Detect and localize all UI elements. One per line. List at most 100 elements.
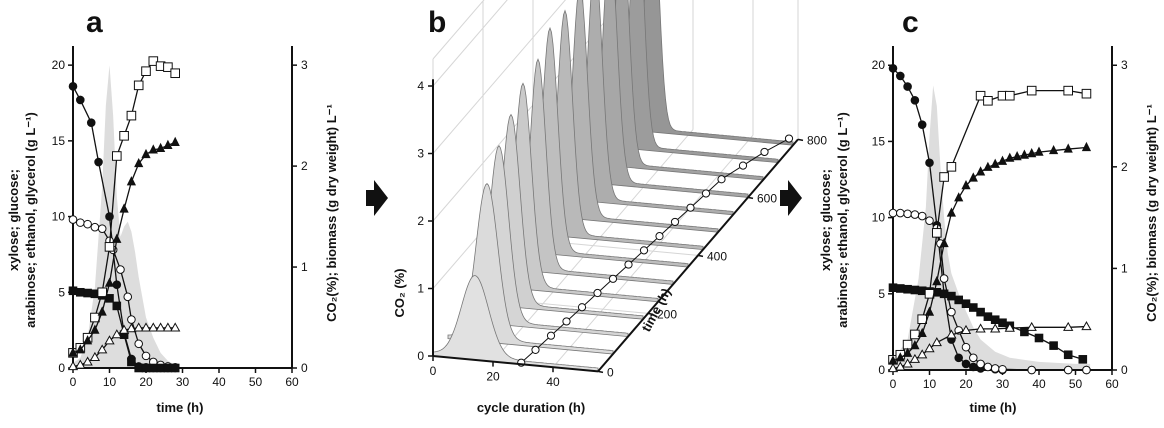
point-filled-square xyxy=(1034,333,1044,343)
point-open-triangle xyxy=(97,344,108,354)
time-tick xyxy=(797,138,804,142)
point-open-triangle xyxy=(887,362,899,373)
point-filled-square xyxy=(976,307,985,317)
point-filled-triangle xyxy=(163,139,173,149)
point-filled-triangle xyxy=(997,155,1008,165)
time-tick xyxy=(647,312,654,316)
point-filled-square xyxy=(983,312,993,321)
right-tick-label: 2 xyxy=(1121,160,1128,174)
point-filled-triangle xyxy=(1048,144,1059,155)
point-open-circle xyxy=(116,265,125,274)
right-tick-label: 1 xyxy=(301,260,308,274)
panel-a-left-ylabel: xylose; glucose; arabinose; ethanol, gly… xyxy=(6,112,38,328)
point-filled-triangle xyxy=(75,344,85,354)
point-filled-square xyxy=(1063,350,1073,360)
cycle-duration-axis xyxy=(432,355,599,373)
point-filled-triangle xyxy=(990,158,1000,168)
point-filled-square xyxy=(112,301,122,311)
point-filled-triangle xyxy=(939,237,949,248)
point-filled-circle xyxy=(925,158,934,168)
x-tick-label: 10 xyxy=(103,375,117,389)
point-open-square xyxy=(1026,85,1037,96)
point-filled-square xyxy=(83,288,92,298)
point-filled-square xyxy=(127,357,136,367)
point-open-square xyxy=(902,339,913,350)
panel-b-xlabel: cycle duration (h) xyxy=(477,400,585,415)
arrow-a-to-b xyxy=(366,180,388,216)
cycle-duration-point xyxy=(546,331,556,340)
point-filled-triangle xyxy=(155,142,166,153)
point-filled-circle xyxy=(86,118,96,127)
co2-area xyxy=(73,65,183,369)
point-filled-square xyxy=(969,303,978,312)
point-open-circle xyxy=(910,210,920,219)
point-filled-square xyxy=(1020,327,1029,337)
x-tick-label: 40 xyxy=(212,375,226,389)
point-filled-triangle xyxy=(1063,143,1073,153)
svg-text:arabinose; ethanol, glycerol (: arabinose; ethanol, glycerol (g L⁻¹) xyxy=(835,112,850,328)
x-tick-label: 30 xyxy=(176,375,190,389)
point-open-triangle xyxy=(118,324,130,334)
cycle-duration-point xyxy=(784,134,794,143)
point-filled-circle xyxy=(896,71,905,81)
point-open-square xyxy=(133,80,144,91)
back-wall-gridline xyxy=(432,0,566,154)
panel-c-right-ylabel: CO₂(%); biomass (g dry weight) L⁻¹ xyxy=(1144,104,1159,322)
point-open-triangle xyxy=(162,322,174,332)
left-tick-label: 5 xyxy=(878,287,885,301)
left-tick-label: 10 xyxy=(872,211,886,225)
left-tick-label: 15 xyxy=(52,134,66,148)
point-open-circle xyxy=(990,364,1000,373)
point-filled-square xyxy=(961,299,971,309)
back-wall-gridline xyxy=(432,0,508,87)
co2-tick-label: 3 xyxy=(417,147,424,161)
point-filled-triangle xyxy=(1019,149,1030,159)
point-open-triangle xyxy=(931,337,942,347)
point-open-triangle xyxy=(126,323,137,333)
cycle-duration-tick-label: 20 xyxy=(486,370,500,384)
panel-b-label: b xyxy=(428,6,446,39)
point-filled-circle xyxy=(961,359,971,369)
point-open-triangle xyxy=(924,343,935,353)
point-filled-square xyxy=(990,315,1000,325)
point-open-square xyxy=(97,287,108,298)
x-tick-label: 20 xyxy=(139,375,153,389)
point-filled-triangle xyxy=(975,166,986,176)
point-open-square xyxy=(90,312,100,323)
point-filled-triangle xyxy=(112,233,122,243)
point-filled-triangle xyxy=(126,176,137,186)
panel-a-label: a xyxy=(86,6,103,39)
time-tick xyxy=(597,370,604,374)
point-filled-square xyxy=(888,283,898,293)
point-filled-triangle xyxy=(917,327,927,338)
panel-c-label: c xyxy=(902,6,919,39)
cycle-duration-point xyxy=(760,147,769,157)
point-open-circle xyxy=(976,359,985,369)
point-open-triangle xyxy=(1004,322,1015,332)
point-open-circle xyxy=(1027,365,1036,375)
point-filled-circle xyxy=(910,95,920,105)
point-open-triangle xyxy=(1026,321,1037,331)
point-open-circle xyxy=(123,292,133,302)
point-filled-square xyxy=(939,289,949,299)
point-open-circle xyxy=(917,211,927,221)
point-open-circle xyxy=(947,307,956,317)
cycle-duration-point xyxy=(701,189,711,198)
point-open-triangle xyxy=(1081,321,1092,331)
point-open-square xyxy=(932,228,942,238)
svg-text:xylose; glucose;: xylose; glucose; xyxy=(818,169,833,271)
time-tick-label: 800 xyxy=(807,133,827,147)
time-tick-label: 400 xyxy=(707,249,727,263)
cycle-duration-point xyxy=(593,288,602,298)
point-filled-triangle xyxy=(910,340,920,350)
cycle-duration-point xyxy=(562,317,571,326)
point-filled-triangle xyxy=(1034,146,1044,156)
point-filled-square xyxy=(156,363,165,373)
point-open-triangle xyxy=(133,322,144,332)
point-filled-triangle xyxy=(968,172,978,182)
point-open-square xyxy=(104,242,115,252)
point-open-square xyxy=(910,329,920,340)
point-open-triangle xyxy=(917,349,928,359)
co2-profile-curtain xyxy=(432,275,599,372)
point-filled-triangle xyxy=(895,352,905,362)
